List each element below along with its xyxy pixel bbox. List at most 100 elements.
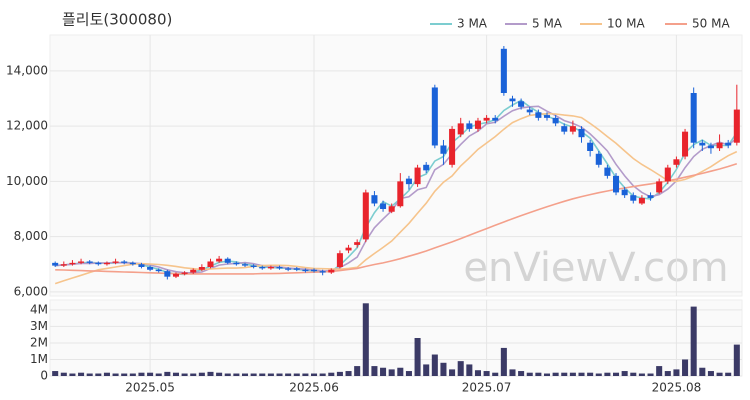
candle-body	[699, 142, 706, 146]
candle-body	[155, 269, 162, 272]
volume-bar	[52, 371, 59, 376]
candle-body	[690, 93, 697, 143]
ma-line	[54, 112, 738, 285]
candle-body	[664, 167, 671, 182]
candle-body	[216, 258, 223, 262]
candle-body	[138, 264, 145, 267]
candle-body	[647, 195, 654, 198]
volume-bar	[129, 373, 136, 376]
volume-bar	[233, 373, 240, 376]
y-tick-label: 14,000	[6, 63, 48, 77]
volume-bar	[638, 373, 645, 376]
candle-body	[509, 98, 516, 102]
candle-body	[345, 247, 352, 251]
candle-body	[431, 87, 438, 146]
legend-label: 10 MA	[607, 17, 645, 31]
volume-bar	[190, 373, 197, 376]
candle-body	[121, 261, 128, 263]
candle-body	[578, 128, 585, 138]
volume-bar	[725, 372, 732, 376]
volume-bar	[147, 372, 154, 376]
candle-body	[518, 101, 525, 107]
candle-body	[423, 164, 430, 171]
volume-bar	[181, 373, 188, 376]
candle-body	[86, 261, 93, 263]
volume-bar	[535, 372, 542, 376]
candle-body	[103, 262, 110, 265]
volume-bar	[656, 366, 663, 376]
volume-bar	[578, 372, 585, 376]
volume-bar	[112, 373, 119, 376]
volume-bar	[423, 364, 430, 376]
volume-bar	[388, 369, 395, 376]
volume-bar	[172, 372, 179, 376]
volume-bar	[492, 372, 499, 376]
candle-body	[595, 153, 602, 165]
y2-tick-label: 1M	[30, 352, 48, 366]
volume-bar	[121, 373, 128, 376]
volume-bar	[431, 354, 438, 376]
candle-body	[336, 253, 343, 267]
volume-bar	[267, 373, 274, 376]
x-tick-label: 2025.05	[125, 381, 175, 395]
volume-bar	[216, 372, 223, 376]
legend-label: 50 MA	[692, 17, 730, 31]
y-tick-label: 6,000	[14, 284, 48, 298]
volume-bar	[716, 372, 723, 376]
volume-bar	[440, 362, 447, 376]
volume-bar	[673, 369, 680, 376]
volume-bar	[250, 373, 257, 376]
candle-body	[500, 48, 507, 93]
chart-title: 플리토(300080)	[62, 11, 172, 29]
volume-bar	[474, 370, 481, 376]
volume-bar	[224, 373, 231, 376]
volume-bar	[457, 361, 464, 376]
y2-tick-label: 4M	[30, 302, 48, 316]
volume-bar	[362, 303, 369, 376]
watermark: enViewV.com	[463, 245, 728, 291]
y2-tick-label: 0	[40, 369, 48, 383]
candle-body	[319, 271, 326, 273]
ma-line	[55, 105, 738, 274]
volume-bar	[543, 373, 551, 376]
volume-bar	[276, 373, 283, 376]
candle-body	[362, 192, 369, 240]
volume-bar	[613, 372, 620, 376]
candle-body	[466, 123, 473, 129]
volume-bar	[69, 373, 76, 376]
volume-bar	[95, 373, 102, 376]
y2-tick-label: 3M	[30, 319, 48, 333]
volume-bar	[138, 372, 145, 376]
x-tick-label: 2025.07	[462, 381, 512, 395]
volume-bar	[449, 369, 456, 376]
y-tick-label: 12,000	[6, 119, 48, 133]
y-tick-label: 8,000	[14, 229, 48, 243]
candle-body	[604, 167, 611, 176]
candle-body	[397, 181, 404, 207]
candle-body	[172, 273, 179, 277]
candle-body	[543, 115, 551, 118]
candle-body	[164, 271, 171, 277]
candle-body	[405, 178, 412, 185]
candle-body	[276, 267, 283, 269]
volume-bar	[380, 367, 387, 376]
price-panel	[49, 34, 743, 297]
candle-body	[474, 120, 481, 129]
y2-tick-label: 2M	[30, 335, 48, 349]
candle-body	[259, 267, 266, 269]
candle-body	[621, 189, 628, 196]
candle-body	[613, 175, 620, 193]
volume-bar	[207, 371, 214, 376]
candle-body	[328, 269, 335, 273]
candle-body	[414, 167, 421, 185]
volume-bar	[604, 372, 611, 376]
candle-body	[311, 269, 318, 272]
volume-bar	[733, 344, 740, 376]
legend-label: 5 MA	[532, 17, 563, 31]
candle-body	[569, 126, 576, 132]
volume-bar	[682, 359, 689, 376]
volume-bar	[664, 371, 671, 376]
candle-body	[673, 159, 680, 165]
volume-bar	[336, 371, 343, 376]
